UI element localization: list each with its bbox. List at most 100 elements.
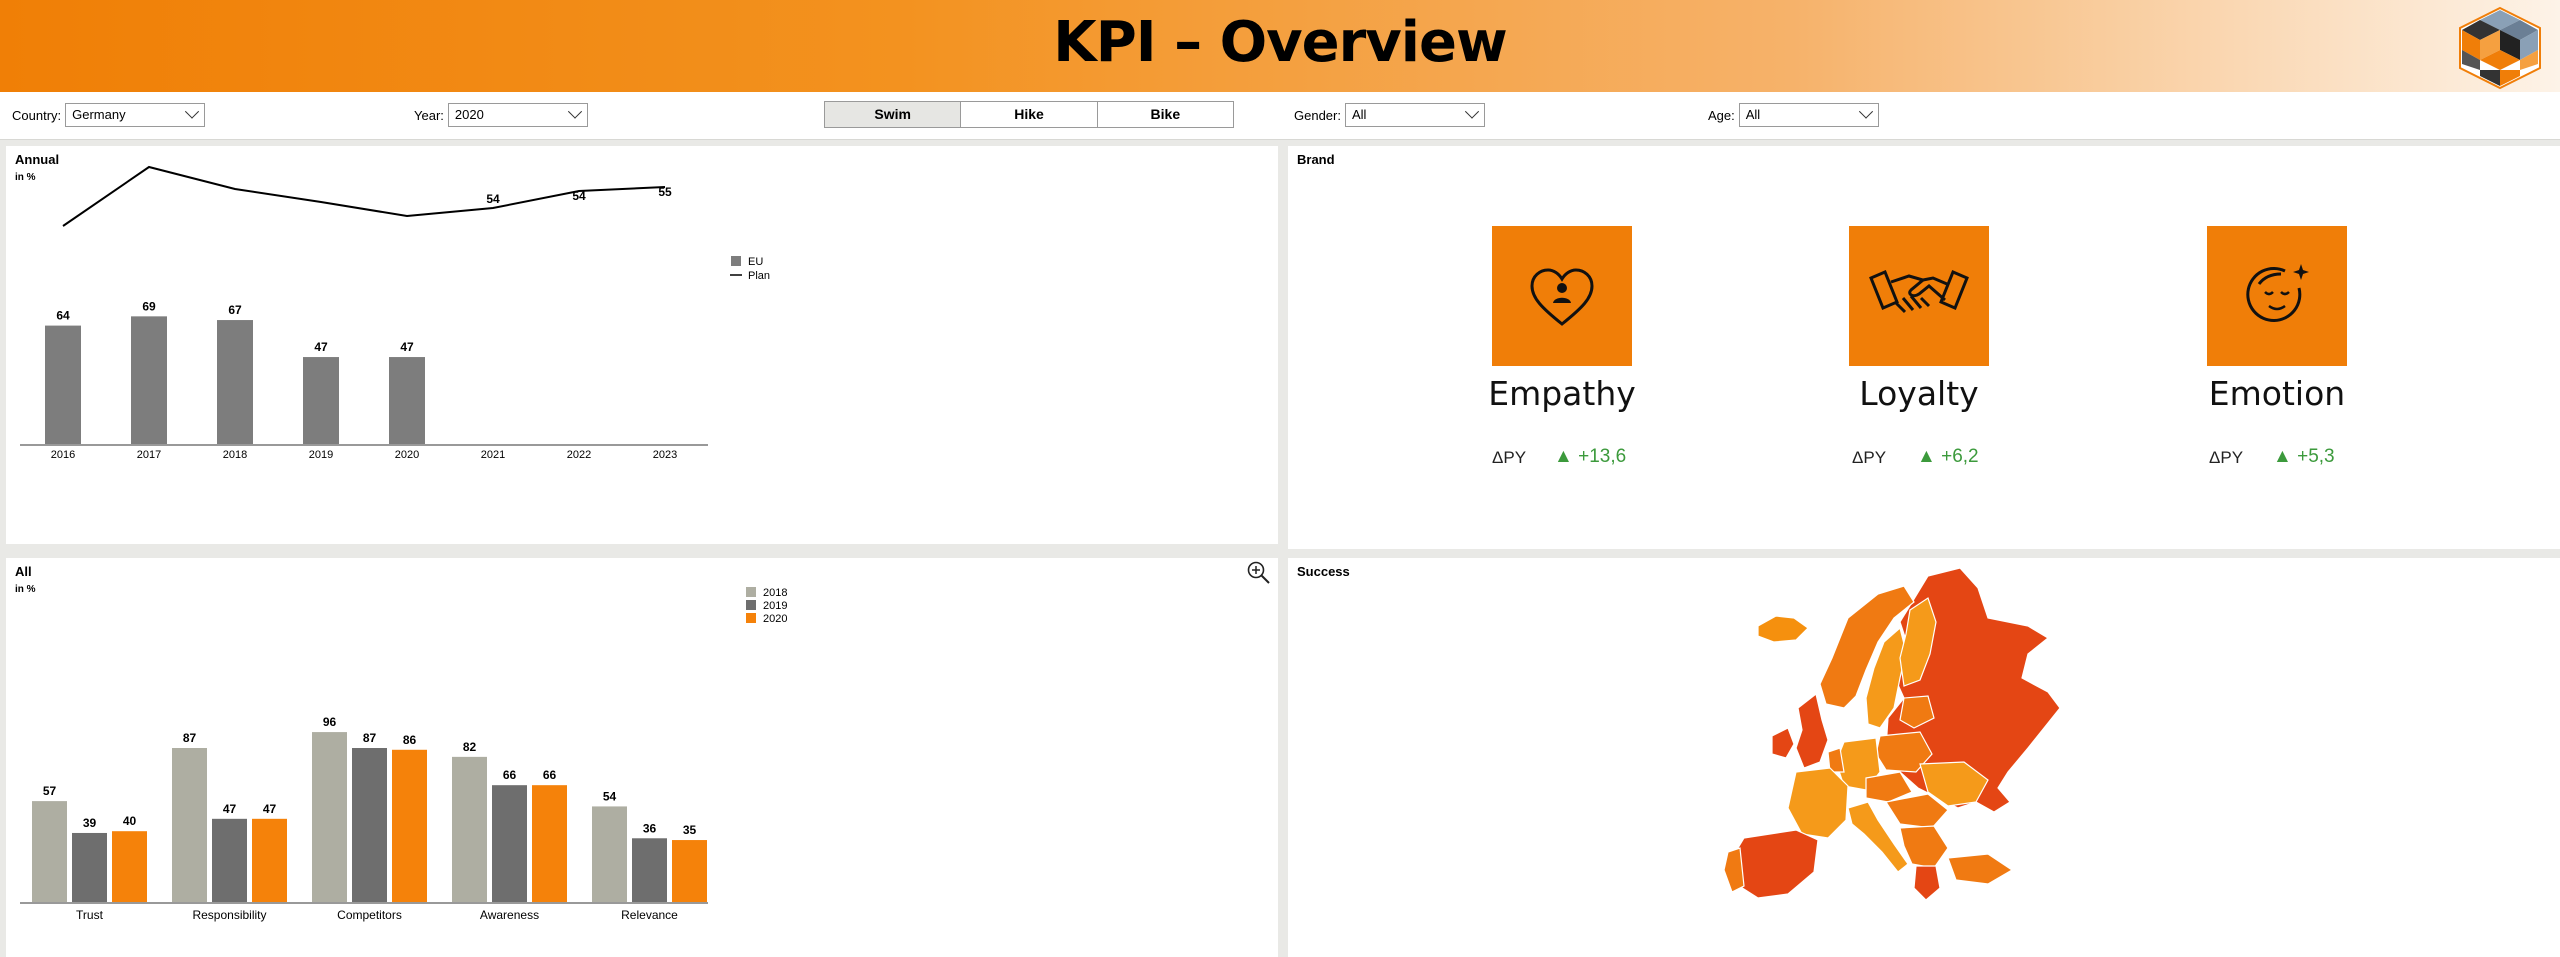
age-select[interactable]: All (1738, 103, 1879, 127)
annual-tick-label: 2021 (481, 449, 505, 461)
loyalty-tile[interactable] (1849, 226, 1989, 366)
map-region-balkans-south (1899, 825, 1949, 869)
empathy-tile[interactable] (1492, 226, 1632, 366)
brand-panel: Brand Empathy ΔPY ▲ +13,6 (1288, 146, 2560, 549)
year-filter-label: Year: (414, 107, 444, 123)
brand-title: Brand (1297, 152, 1335, 167)
all-bar (532, 785, 567, 902)
all-bar-label: 54 (603, 789, 617, 803)
age-select-value: All (1745, 107, 1761, 122)
legend-label: 2018 (763, 587, 787, 599)
legend-swatch-eu (731, 256, 741, 266)
all-bar-label: 66 (503, 768, 517, 782)
tab-swim[interactable]: Swim (825, 102, 962, 127)
all-chart: 57 39 40 Trust 87 47 47 Responsibility 96 87 86 Com… (20, 587, 787, 922)
europe-map[interactable] (1288, 558, 2560, 957)
chevron-down-icon (185, 104, 200, 119)
map-region-ukraine (1919, 761, 1989, 807)
header-bar: KPI – Overview (0, 0, 2560, 92)
heart-person-icon (1530, 268, 1594, 326)
country-select-value: Germany (72, 107, 126, 122)
page-title: KPI – Overview (1053, 10, 1507, 75)
legend-label-eu: EU (748, 256, 763, 268)
map-region-italy (1847, 801, 1909, 873)
company-logo (2459, 6, 2541, 90)
all-bar (32, 801, 67, 902)
all-bar-label: 87 (183, 731, 197, 745)
all-bar (392, 749, 427, 902)
all-bar (172, 748, 207, 902)
map-region-iceland (1757, 615, 1809, 643)
all-bar-label: 39 (83, 816, 97, 830)
tab-hike[interactable]: Hike (961, 102, 1098, 127)
year-select[interactable]: 2020 (447, 103, 588, 127)
annual-bar (303, 357, 339, 444)
chevron-down-icon (567, 104, 582, 119)
country-filter-label: Country: (12, 107, 62, 123)
all-bar (252, 818, 287, 902)
all-tick-label: Responsibility (192, 908, 266, 922)
all-bar-label: 66 (543, 768, 557, 782)
emotion-delta-value: +5,3 (2297, 446, 2335, 467)
all-bar (632, 838, 667, 902)
year-filter: Year: 2020 (414, 102, 588, 128)
emotion-label: Emotion (2208, 374, 2346, 413)
all-bar-label: 36 (643, 821, 657, 835)
all-bar-label: 87 (363, 731, 377, 745)
map-region-portugal (1723, 847, 1745, 893)
all-bar (112, 831, 147, 902)
loyalty-delta-value: +6,2 (1941, 446, 1979, 467)
emotion-tile[interactable] (2207, 226, 2347, 366)
all-tick-label: Awareness (480, 908, 539, 922)
annual-unit: in % (15, 172, 36, 183)
success-panel: Success (1288, 558, 2560, 957)
all-tick-label: Trust (76, 908, 104, 922)
all-bar (492, 785, 527, 902)
loyalty-dpy-label: ΔPY (1852, 448, 1887, 467)
annual-plan-label: 54 (572, 189, 586, 203)
annual-chart: 64 2016 69 2017 67 2018 47 2019 47 2020 2021 2022 20… (20, 165, 770, 461)
age-filter-label: Age: (1708, 107, 1735, 123)
annual-panel: Annual in % 64 2016 69 2017 67 2018 47 2019 47 20… (6, 146, 1278, 544)
annual-title: Annual (15, 152, 60, 167)
annual-tick-label: 2019 (309, 449, 333, 461)
all-bar-label: 96 (323, 715, 337, 729)
all-tick-label: Relevance (621, 908, 678, 922)
all-bar (72, 832, 107, 902)
triangle-up-icon: ▲ (1917, 446, 1936, 467)
legend-swatch (746, 613, 756, 623)
map-region-balkans-north (1885, 793, 1949, 829)
legend-swatch (746, 587, 756, 597)
annual-tick-label: 2016 (51, 449, 75, 461)
all-bar-label: 86 (403, 733, 417, 747)
all-bar (312, 732, 347, 902)
empathy-dpy-label: ΔPY (1492, 448, 1527, 467)
all-bar (592, 806, 627, 902)
annual-bar-label: 69 (142, 299, 156, 313)
loyalty-label: Loyalty (1859, 374, 1979, 413)
all-bar-label: 47 (263, 802, 277, 816)
annual-plan-label: 55 (658, 185, 672, 199)
tab-bike[interactable]: Bike (1097, 102, 1233, 127)
annual-bar-label: 67 (228, 303, 242, 317)
country-select[interactable]: Germany (65, 103, 206, 127)
year-select-value: 2020 (454, 107, 484, 122)
map-region-norway (1819, 585, 1915, 709)
map-region-greece (1913, 865, 1941, 901)
activity-toggle: Swim Hike Bike (824, 101, 1234, 128)
handshake-icon (1869, 270, 1969, 314)
chevron-down-icon (1858, 104, 1873, 119)
empathy-label: Empathy (1488, 374, 1636, 413)
all-bar-label: 82 (463, 740, 477, 754)
all-bar-label: 35 (683, 823, 697, 837)
annual-bar (45, 325, 81, 444)
all-bar (452, 756, 487, 902)
zoom-in-icon[interactable] (1246, 560, 1272, 586)
map-region-turkey (1947, 853, 2014, 885)
annual-bar-label: 47 (400, 340, 414, 354)
chevron-down-icon (1464, 104, 1480, 119)
map-region-finland (1899, 597, 1937, 687)
annual-bar-label: 64 (56, 309, 70, 323)
gender-select[interactable]: All (1344, 103, 1485, 127)
all-panel: All in % 57 39 40 Trust 87 47 47 Responsibility… (6, 558, 1278, 957)
